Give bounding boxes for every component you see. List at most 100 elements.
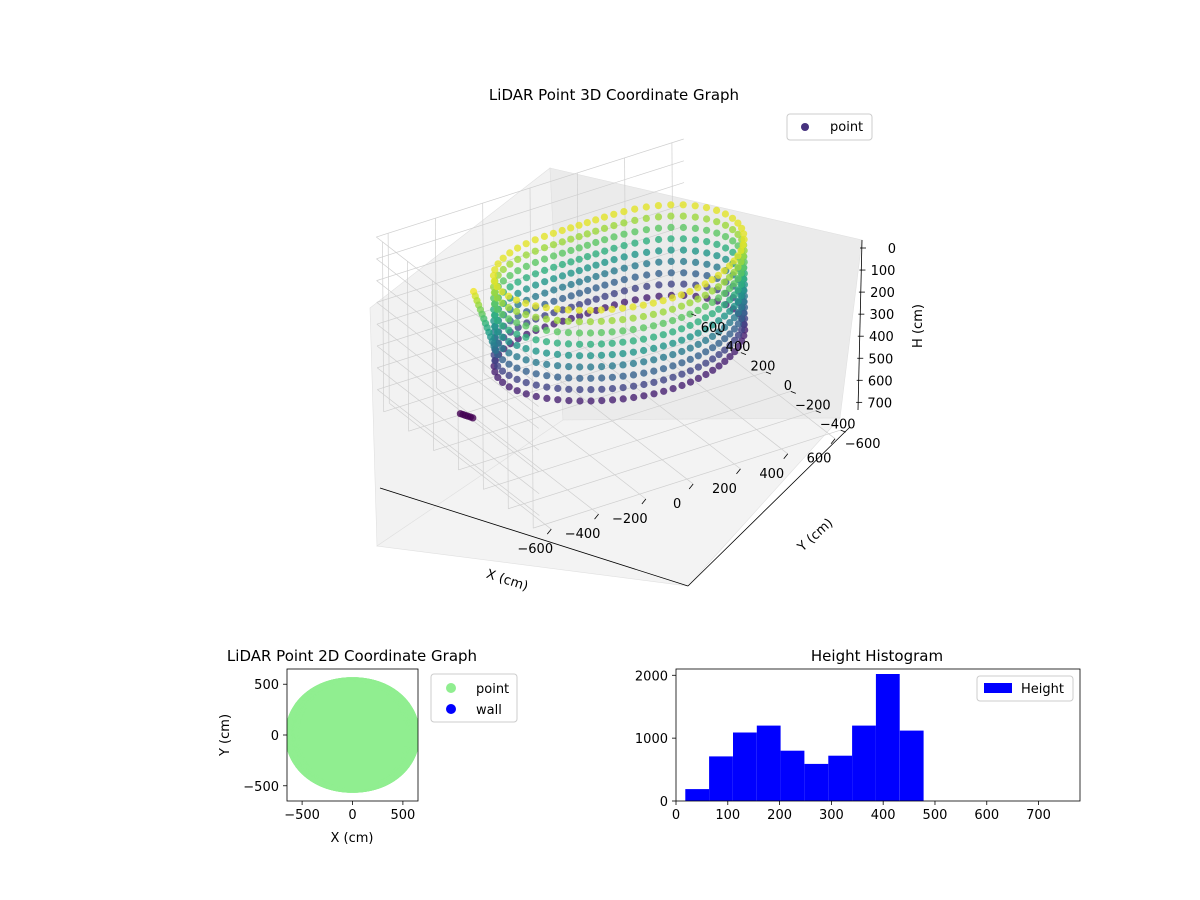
grid-line-y [531,358,534,529]
point-3d [558,260,567,269]
point-3d [492,346,500,355]
point-3d [619,361,627,369]
point-3d [584,264,592,272]
point-3d [640,346,648,355]
point-3d [629,371,638,379]
point-3d [498,344,506,352]
point-3d [701,302,710,311]
point-3d [567,224,575,232]
x-tick [641,498,647,505]
x-tick-label: −400 [565,527,601,542]
grid-line-z [376,323,540,451]
point-3d [554,362,562,370]
y2d-tick-label: 0 [271,729,279,744]
point-3d [559,317,567,325]
point-3d [619,395,627,403]
hist-bar [756,725,781,801]
point-3d [701,291,709,299]
point-3d [730,314,739,322]
point-3d [667,235,675,243]
x-tick-label: −600 [517,542,553,557]
point-3d [694,352,702,360]
point-3d [643,294,651,302]
point-3d [730,325,739,333]
point-3d [678,325,686,333]
y-tick [790,390,796,394]
point-3d [677,291,686,299]
hist-bar [685,789,710,801]
point-3d [643,282,651,290]
point-3d [549,241,558,249]
point-3d [522,274,531,282]
point-3d [629,303,637,311]
point-3d [498,367,507,375]
point-3d [619,350,627,358]
point-3d [592,272,600,281]
hist-legend: Height [976,675,1074,702]
point-3d [731,336,739,344]
point-3d [729,248,737,256]
x-tick [736,468,741,475]
point-3d [564,329,573,337]
hist-y-tick-label: 2000 [635,669,668,684]
point-3d [721,233,730,241]
point-3d [610,233,618,241]
point-3d [692,270,700,278]
point-3d [554,396,562,404]
point-3d [532,292,540,301]
x-tick-label: 200 [712,482,737,497]
point-3d [490,311,499,319]
z-axis-label: H (cm) [911,304,926,348]
point-3d [494,260,502,268]
point-3d [686,287,694,296]
point-3d [703,226,711,234]
point-3d [739,264,747,272]
point-3d [610,267,618,275]
point-3d [739,252,747,260]
ticks-2d: −500 0 500 −500 0 500 [243,678,415,823]
point-3d [522,262,531,270]
point-3d [532,370,540,378]
point-3d [720,289,729,297]
point-3d [490,289,498,297]
point-3d [610,244,618,252]
point-3d [713,240,721,248]
point-3d [737,292,745,300]
point-3d [587,363,595,371]
point-3d [567,269,575,277]
point-3d [620,219,628,227]
point-3d [715,351,723,359]
point-3d [650,367,658,375]
point-3d [659,353,668,361]
point-3d [550,297,558,305]
point-3d [564,317,572,325]
point-3d [619,338,627,346]
point-3d [680,280,688,288]
point-3d [734,230,742,238]
point-3d [610,210,618,218]
point-3d [493,328,502,336]
point-3d [631,284,639,292]
point-3d [708,276,716,284]
grid-line-y [382,241,385,412]
point-3d [576,374,584,382]
point-3d [540,255,549,263]
point-3d [513,364,521,372]
point-3d [505,315,513,323]
point-3d [715,362,723,370]
point-3d [499,265,507,274]
point-3d [643,248,651,256]
grid-line-y [481,319,484,490]
point-3d [587,352,595,360]
ticks-3d: −600−400−2000200400600−600−400−200020040… [517,242,896,557]
point-3d [649,322,658,330]
point-3d [558,238,566,246]
point-3d [553,328,562,336]
point-3d [686,344,694,352]
y-tick [840,429,846,433]
point-3d [642,237,651,245]
point-3d [680,269,688,277]
x-tick-label: 400 [759,467,784,482]
point-3d [550,275,558,283]
point-3d [655,281,663,289]
